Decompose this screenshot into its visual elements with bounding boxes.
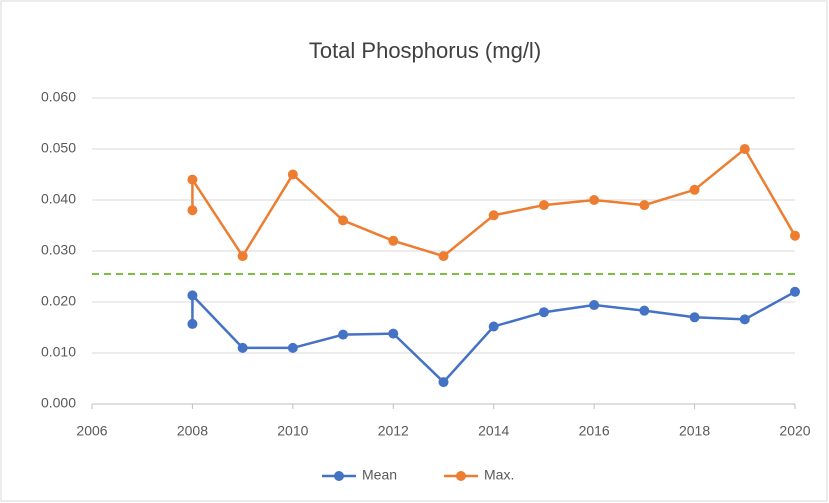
x-tick-label: 2010 [277, 423, 308, 439]
chart-title: Total Phosphorus (mg/l) [309, 38, 541, 63]
data-point [589, 195, 600, 205]
x-tick-label: 2012 [378, 423, 409, 439]
y-tick-label: 0.000 [41, 395, 76, 411]
legend-label: Max. [484, 467, 514, 483]
legend-marker [456, 471, 466, 481]
data-point [639, 200, 650, 211]
y-tick-label: 0.010 [41, 344, 76, 360]
data-point [438, 251, 449, 262]
data-point [689, 184, 700, 195]
data-point [538, 307, 549, 318]
legend-label: Mean [362, 467, 397, 483]
y-tick-label: 0.020 [41, 293, 76, 309]
data-point [739, 144, 750, 154]
data-point [739, 314, 750, 325]
data-point [438, 377, 449, 388]
data-point [388, 235, 399, 246]
y-tick-label: 0.040 [41, 191, 76, 207]
data-point [187, 290, 198, 301]
series-line [191, 290, 796, 384]
y-tick-label: 0.050 [41, 140, 76, 156]
data-point [187, 318, 198, 329]
data-point [790, 230, 800, 241]
series-line [191, 147, 797, 259]
data-point [388, 328, 399, 339]
data-point [187, 174, 198, 185]
x-tick-label: 2016 [579, 423, 610, 439]
data-point [639, 305, 650, 316]
legend-marker [334, 471, 344, 481]
x-tick-label: 2018 [679, 423, 710, 439]
y-tick-label: 0.060 [41, 89, 76, 105]
data-point [187, 205, 198, 216]
data-point [589, 300, 600, 311]
data-point [287, 342, 298, 353]
x-tick-label: 2014 [478, 423, 509, 439]
data-point [790, 286, 800, 297]
data-point [287, 169, 298, 180]
y-tick-label: 0.030 [41, 242, 76, 258]
x-tick-label: 2008 [177, 423, 208, 439]
data-point [338, 215, 349, 226]
data-point [338, 329, 349, 340]
data-point [237, 342, 248, 353]
data-point [488, 210, 499, 221]
data-point [488, 321, 499, 332]
x-tick-label: 2006 [76, 423, 107, 439]
data-point [237, 251, 248, 262]
data-point [689, 312, 700, 323]
x-tick-label: 2020 [779, 423, 810, 439]
data-point [538, 200, 549, 211]
